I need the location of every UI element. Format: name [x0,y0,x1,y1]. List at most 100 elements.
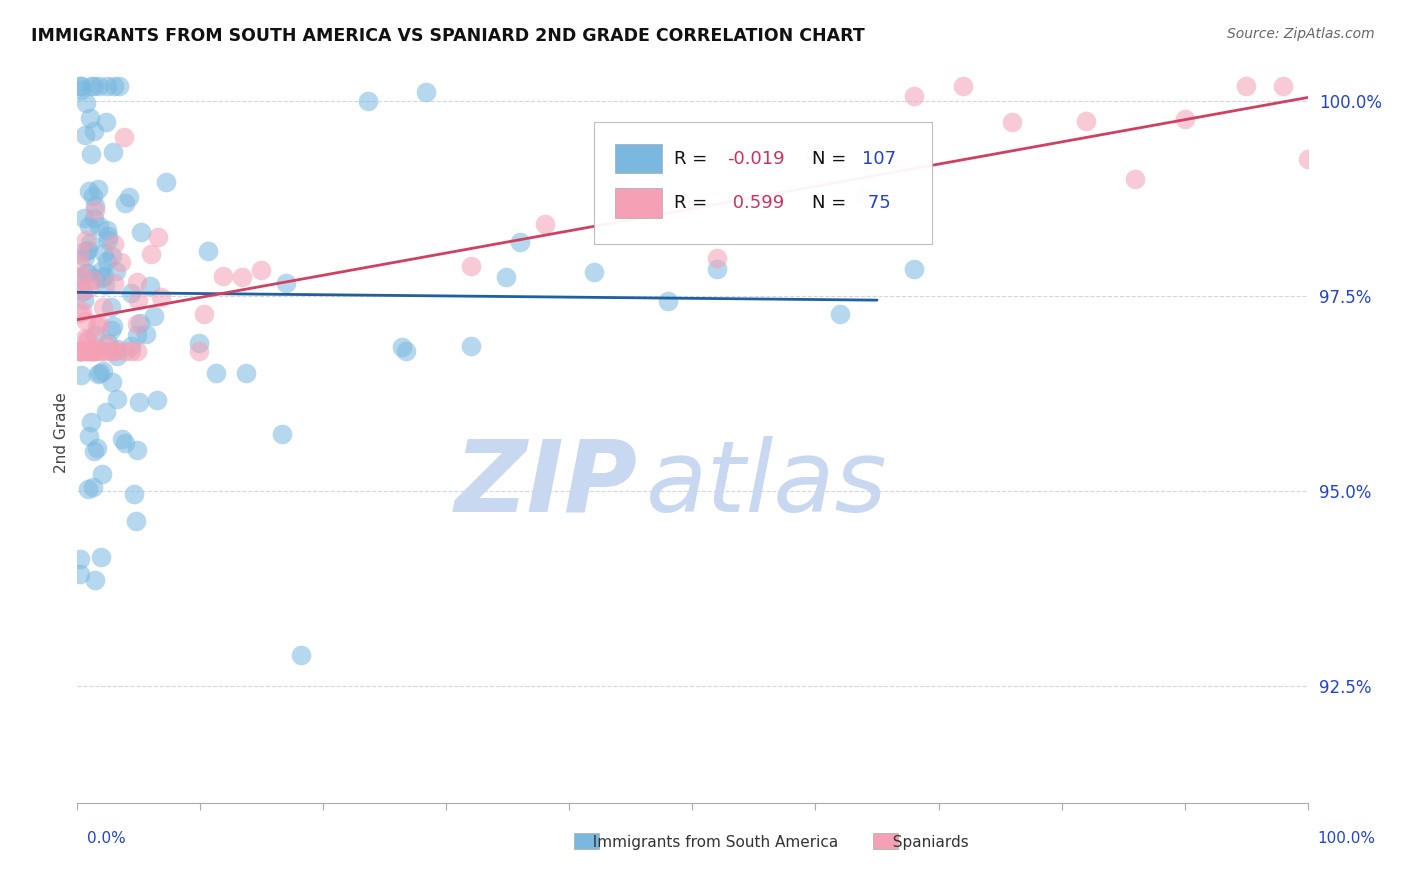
Point [83,343,105,358]
Point [83,124,105,138]
Point [188,343,211,358]
Point [70,269,93,284]
Point [69,246,91,260]
Point [87,367,110,381]
Point [357,94,380,108]
Point [235,366,257,380]
Point [100,343,122,358]
Text: Immigrants from South America: Immigrants from South America [583,836,839,850]
Point [83,78,105,93]
Point [91,467,114,481]
Point [1001,115,1024,129]
Point [75,233,97,247]
Point [952,78,974,93]
Text: R =: R = [673,194,713,212]
Text: ZIP: ZIP [454,436,637,533]
Point [93,246,115,260]
Point [90,550,112,565]
Point [146,229,169,244]
Text: 75: 75 [862,194,891,212]
Point [70,83,93,97]
Point [101,249,124,263]
Point [105,264,128,278]
Point [274,276,297,290]
Point [706,251,728,265]
Point [83,211,105,226]
Point [460,259,482,273]
Point [96,115,118,129]
Text: Spaniards: Spaniards [883,836,969,850]
Point [460,339,482,353]
Point [105,392,128,407]
Point [89,366,111,380]
Point [903,89,925,103]
Point [534,217,557,231]
Point [83,443,105,458]
Point [101,145,124,159]
Point [79,219,101,233]
Point [100,375,122,389]
Point [87,219,110,233]
Point [72,304,94,318]
Point [125,275,148,289]
Point [1125,172,1147,186]
Point [77,429,100,443]
Point [114,436,136,450]
Point [187,336,209,351]
Point [80,415,103,429]
Text: atlas: atlas [645,436,887,533]
Point [89,343,111,358]
Point [77,243,100,257]
Point [112,129,135,144]
Point [83,272,105,286]
Point [75,128,97,142]
Point [583,265,606,279]
Point [70,343,93,358]
Point [83,343,105,358]
Point [73,343,96,358]
Point [75,95,97,110]
Point [270,426,292,441]
Point [86,319,108,334]
Point [97,233,120,247]
Point [69,552,91,566]
Point [80,147,103,161]
Bar [614,144,662,173]
Point [706,261,728,276]
Point [193,307,215,321]
Y-axis label: 2nd Grade: 2nd Grade [53,392,69,473]
Point [96,253,118,268]
Text: N =: N = [811,150,852,168]
Point [69,343,91,358]
Point [75,313,97,327]
Point [79,112,101,126]
Point [204,366,226,380]
Point [83,574,105,588]
Point [135,327,157,342]
Point [83,327,105,342]
Point [90,264,112,278]
Point [211,268,233,283]
Point [75,331,97,345]
Point [69,258,91,272]
Point [79,235,101,250]
FancyBboxPatch shape [595,121,932,244]
Point [75,266,97,280]
Text: 100.0%: 100.0% [1317,831,1375,847]
Point [69,343,91,358]
Point [89,78,111,93]
Point [69,270,91,285]
Point [79,78,101,93]
Point [69,343,91,358]
Point [131,225,153,239]
Point [80,343,103,358]
Point [100,300,122,314]
Point [141,247,163,261]
Point [903,262,925,277]
Point [84,199,107,213]
Point [72,293,94,307]
Point [72,285,94,299]
Point [69,78,91,93]
Point [103,78,125,93]
Point [91,300,114,314]
